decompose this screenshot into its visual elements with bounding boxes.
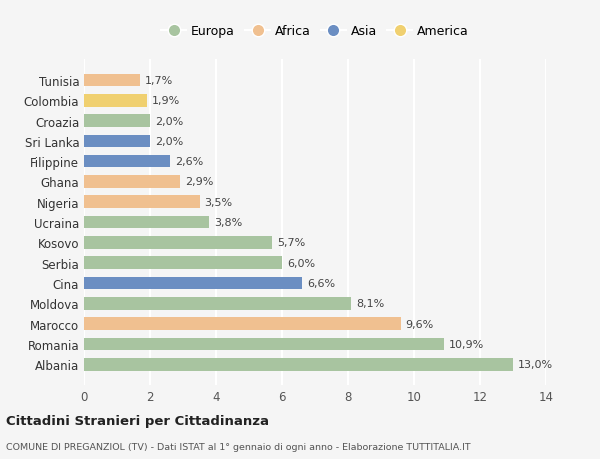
Text: 2,0%: 2,0% (155, 137, 183, 146)
Bar (84, 297, 352, 310)
Bar (84, 176, 180, 188)
Bar (84, 358, 513, 371)
Text: 6,6%: 6,6% (307, 279, 335, 288)
Text: 13,0%: 13,0% (518, 359, 553, 369)
Text: 2,6%: 2,6% (175, 157, 203, 167)
Text: 8,1%: 8,1% (356, 299, 385, 308)
Text: 2,0%: 2,0% (155, 116, 183, 126)
Bar (84, 277, 302, 290)
Text: 1,7%: 1,7% (145, 76, 173, 86)
Bar (84, 236, 272, 249)
Bar (84, 196, 199, 209)
Text: 5,7%: 5,7% (277, 238, 305, 248)
Bar (84, 318, 401, 330)
Text: 9,6%: 9,6% (406, 319, 434, 329)
Bar (84, 257, 282, 269)
Bar (84, 135, 150, 148)
Bar (84, 74, 140, 87)
Text: 3,8%: 3,8% (214, 218, 242, 228)
Text: COMUNE DI PREGANZIOL (TV) - Dati ISTAT al 1° gennaio di ogni anno - Elaborazione: COMUNE DI PREGANZIOL (TV) - Dati ISTAT a… (6, 442, 470, 451)
Bar (84, 95, 147, 107)
Text: Cittadini Stranieri per Cittadinanza: Cittadini Stranieri per Cittadinanza (6, 414, 269, 428)
Text: 3,5%: 3,5% (205, 197, 233, 207)
Text: 10,9%: 10,9% (449, 339, 484, 349)
Bar (84, 338, 444, 351)
Text: 1,9%: 1,9% (152, 96, 180, 106)
Text: 2,9%: 2,9% (185, 177, 213, 187)
Text: 6,0%: 6,0% (287, 258, 315, 268)
Bar (84, 115, 150, 128)
Bar (84, 216, 209, 229)
Legend: Europa, Africa, Asia, America: Europa, Africa, Asia, America (156, 20, 474, 43)
Bar (84, 156, 170, 168)
